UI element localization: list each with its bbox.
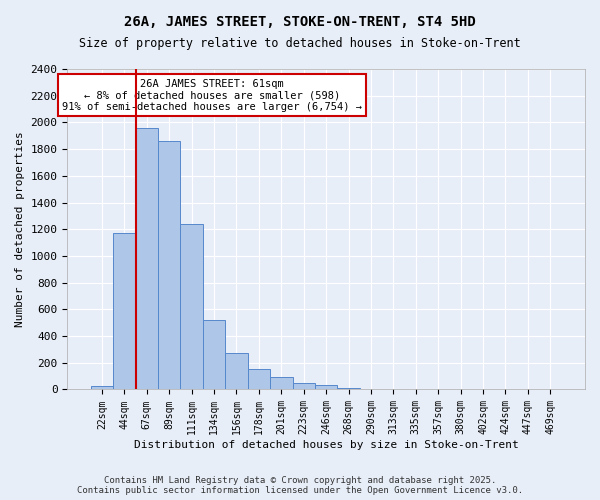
Text: Size of property relative to detached houses in Stoke-on-Trent: Size of property relative to detached ho… xyxy=(79,38,521,51)
X-axis label: Distribution of detached houses by size in Stoke-on-Trent: Distribution of detached houses by size … xyxy=(134,440,518,450)
Text: Contains HM Land Registry data © Crown copyright and database right 2025.
Contai: Contains HM Land Registry data © Crown c… xyxy=(77,476,523,495)
Bar xyxy=(113,233,136,390)
Bar xyxy=(360,389,382,390)
Bar xyxy=(270,378,293,390)
Bar xyxy=(91,386,113,390)
Bar xyxy=(337,388,360,390)
Text: 26A JAMES STREET: 61sqm
← 8% of detached houses are smaller (598)
91% of semi-de: 26A JAMES STREET: 61sqm ← 8% of detached… xyxy=(62,78,362,112)
Bar xyxy=(315,385,337,390)
Bar xyxy=(158,141,181,390)
Bar xyxy=(293,384,315,390)
Bar xyxy=(225,354,248,390)
Bar xyxy=(181,224,203,390)
Y-axis label: Number of detached properties: Number of detached properties xyxy=(15,132,25,327)
Bar xyxy=(203,320,225,390)
Bar xyxy=(136,128,158,390)
Text: 26A, JAMES STREET, STOKE-ON-TRENT, ST4 5HD: 26A, JAMES STREET, STOKE-ON-TRENT, ST4 5… xyxy=(124,15,476,29)
Bar xyxy=(248,369,270,390)
